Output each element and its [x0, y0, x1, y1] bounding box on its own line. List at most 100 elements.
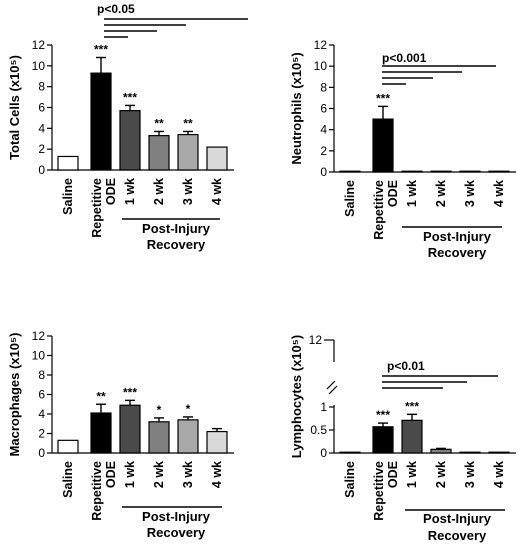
- y-tick-label: 8: [38, 368, 45, 382]
- bar-6: [206, 146, 228, 171]
- y-tick-label: 0: [38, 446, 45, 460]
- y-tick-label: 8: [320, 80, 327, 94]
- axis-break-mark: [326, 380, 336, 390]
- y-axis-label: Lymphocytes (x10⁵): [289, 335, 304, 458]
- y-axis-label: Macrophages (x10⁵): [7, 333, 22, 457]
- y-tick-label: 0: [320, 446, 327, 460]
- x-tick-label: 1 wk: [123, 178, 137, 205]
- significance-label: ***: [94, 43, 108, 57]
- bar-3: [119, 404, 141, 454]
- y-tick-label: 2: [38, 427, 45, 441]
- bar-5: [459, 451, 481, 454]
- y-tick-label: 12: [314, 38, 328, 52]
- x-tick-label: RepetitiveODE: [372, 180, 400, 240]
- chart-panel-4: 12 0 0.5 1 Lymphocytes (x10⁵) Saline *** Repeti…: [289, 333, 516, 543]
- bar-3: [401, 419, 423, 454]
- y-tick-label: 4: [320, 123, 327, 137]
- bar-5: [177, 133, 199, 171]
- y-tick-label: 8: [38, 80, 45, 94]
- x-tick-label: RepetitiveODE: [90, 461, 118, 521]
- x-tick-label: 1 wk: [123, 461, 137, 488]
- y-tick-label: 0: [38, 163, 45, 177]
- group-label: Post-Injury: [142, 221, 211, 236]
- bar-6: [488, 170, 510, 173]
- significance-label: ***: [376, 91, 390, 105]
- y-tick-label: 10: [32, 349, 46, 363]
- significance-label: ***: [376, 408, 390, 422]
- chart-panel-1: 0 2 4 6 8 10 12 Total Cells (x10⁵) Saline *** Repe…: [7, 2, 248, 252]
- bar-1: [339, 170, 361, 173]
- x-tick-label: Saline: [343, 180, 357, 217]
- significance-label: **: [183, 116, 193, 130]
- bar-2: [372, 426, 394, 454]
- y-tick-label: 12: [32, 329, 46, 343]
- y-tick-label: 0: [320, 165, 327, 179]
- y-axis-label: Neutrophils (x10⁵): [289, 52, 304, 164]
- y-tick-label: 2: [38, 142, 45, 156]
- y-tick-label: 2: [320, 144, 327, 158]
- bar-2: [90, 72, 112, 171]
- bar-4: [148, 421, 170, 454]
- bar-1: [57, 439, 79, 454]
- x-tick-label: Saline: [61, 178, 75, 215]
- x-tick-label: 4 wk: [492, 461, 506, 488]
- x-tick-label: Saline: [343, 461, 357, 498]
- x-tick-label: Saline: [61, 461, 75, 498]
- significance-label: **: [154, 116, 164, 130]
- y-tick-label: 0.5: [310, 423, 327, 437]
- y-tick-label: 6: [320, 102, 327, 116]
- x-tick-label: 3 wk: [181, 178, 195, 205]
- chart-panel-3: 0 2 4 6 8 10 12 Macrophages (x10⁵) Saline * * Repet…: [7, 329, 234, 540]
- y-tick-label: 4: [38, 121, 45, 135]
- significance-label: ***: [123, 385, 137, 399]
- x-tick-label: 2 wk: [152, 178, 166, 205]
- x-tick-label: 1 wk: [405, 180, 419, 207]
- x-tick-label: 2 wk: [434, 461, 448, 488]
- y-tick-label: 12: [309, 333, 323, 347]
- x-tick-label: RepetitiveODE: [90, 178, 118, 238]
- y-tick-label: 10: [32, 59, 46, 73]
- p-value-label: p<0.01: [387, 359, 425, 373]
- y-axis-label: Total Cells (x10⁵): [7, 55, 22, 160]
- chart-panel-2: 0 2 4 6 8 10 12 Neutrophils (x10⁵) Saline *** Repe…: [289, 38, 516, 260]
- p-value-label: p<0.001: [382, 51, 427, 65]
- y-tick-label: 6: [38, 101, 45, 115]
- group-label: Post-Injury: [423, 511, 492, 526]
- x-tick-label: 3 wk: [463, 461, 477, 488]
- y-tick-label: 12: [32, 38, 46, 52]
- y-tick-label: 1: [320, 400, 327, 414]
- x-tick-label: 4 wk: [210, 178, 224, 205]
- significance-label: ***: [123, 90, 137, 104]
- y-tick-label: 6: [38, 388, 45, 402]
- axis-break-mark: [328, 385, 338, 395]
- bar-6: [206, 430, 228, 454]
- significance-label: *: [157, 403, 162, 417]
- bar-3: [119, 110, 141, 171]
- x-tick-label: 4 wk: [492, 180, 506, 207]
- bar-4: [430, 448, 452, 454]
- bar-2: [372, 118, 394, 173]
- x-tick-label: 4 wk: [210, 461, 224, 488]
- significance-label: *: [186, 402, 191, 416]
- bar-6: [488, 451, 510, 454]
- group-label: Recovery: [147, 525, 206, 540]
- bar-4: [148, 135, 170, 171]
- group-label: Post-Injury: [423, 229, 492, 244]
- group-label: Recovery: [428, 245, 487, 260]
- group-label: Recovery: [147, 237, 206, 252]
- bar-1: [339, 451, 361, 454]
- bar-1: [57, 155, 79, 171]
- group-label: Post-Injury: [142, 509, 211, 524]
- x-tick-label: 2 wk: [434, 180, 448, 207]
- x-tick-label: 2 wk: [152, 461, 166, 488]
- x-tick-label: RepetitiveODE: [372, 461, 400, 521]
- bar-4: [430, 170, 452, 173]
- p-value-label: p<0.05: [97, 2, 135, 16]
- bar-5: [177, 419, 199, 454]
- bar-5: [459, 170, 481, 173]
- x-tick-label: 3 wk: [181, 461, 195, 488]
- bar-2: [90, 412, 112, 454]
- significance-label: ***: [405, 399, 419, 413]
- y-tick-label: 4: [38, 407, 45, 421]
